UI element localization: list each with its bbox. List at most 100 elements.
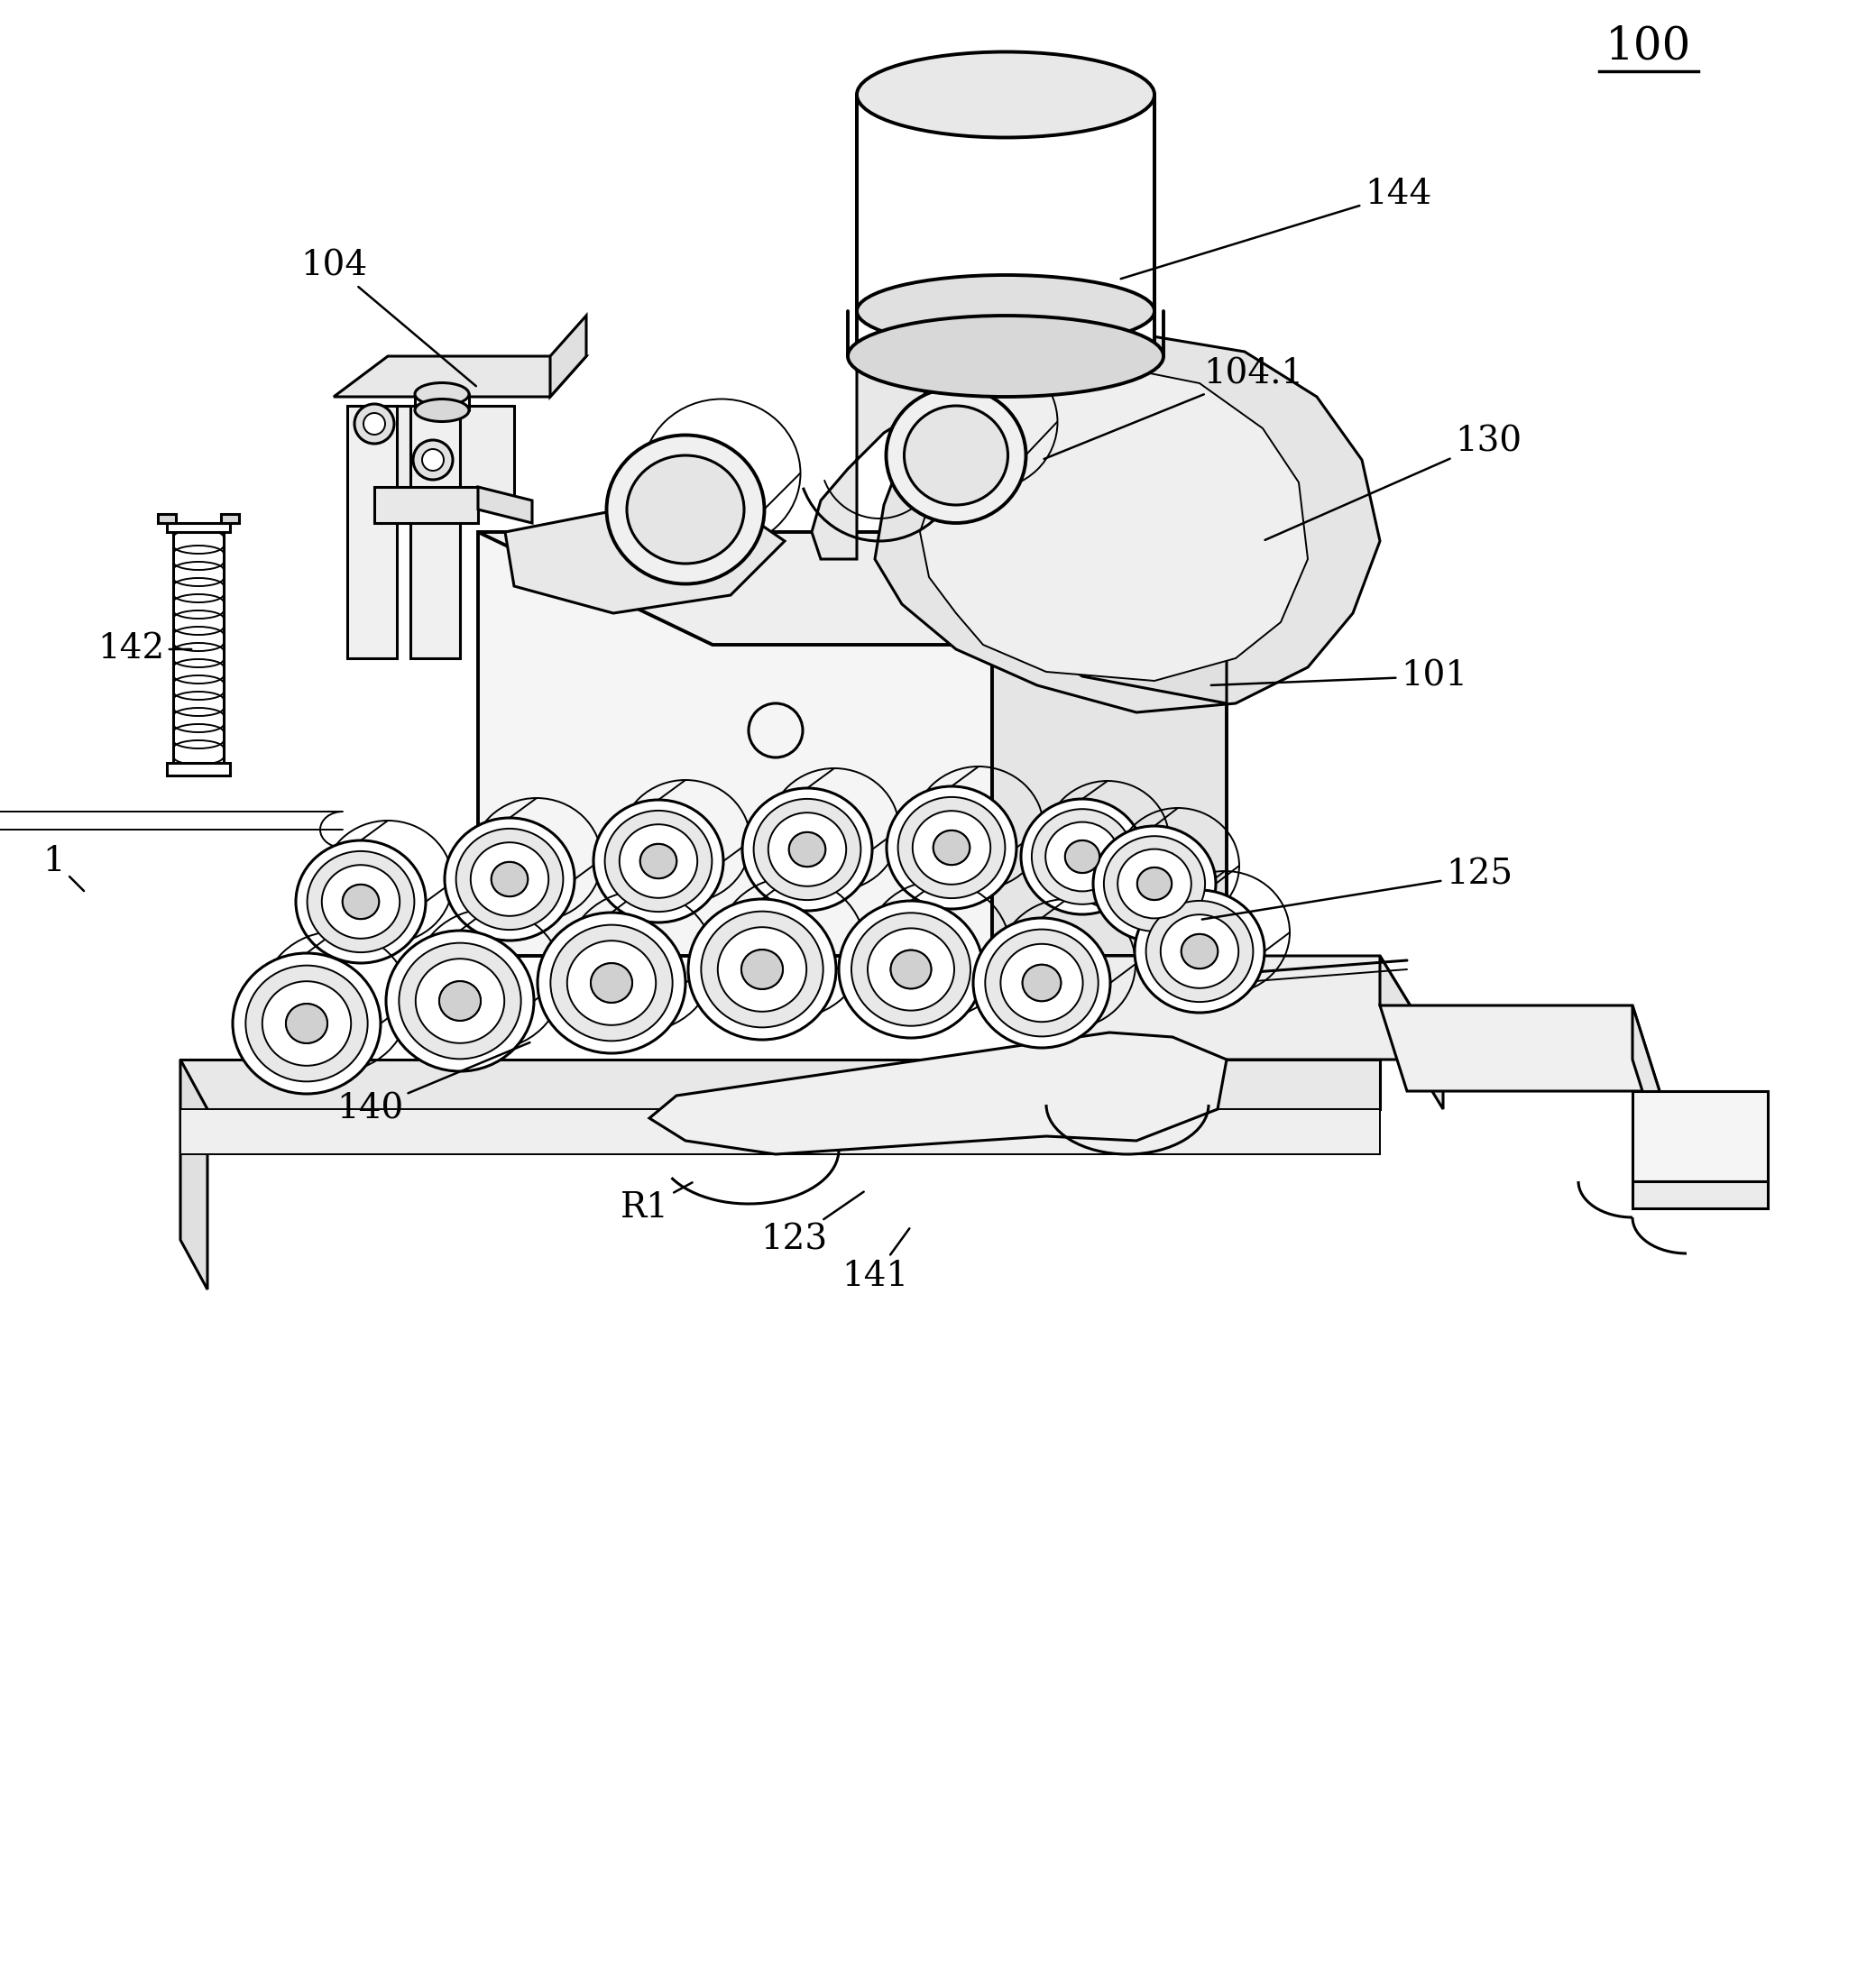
Circle shape: [422, 450, 445, 471]
Ellipse shape: [538, 913, 685, 1053]
Polygon shape: [919, 365, 1308, 682]
Text: 130: 130: [1264, 424, 1521, 540]
Ellipse shape: [857, 51, 1154, 137]
Polygon shape: [478, 532, 992, 956]
Ellipse shape: [492, 862, 527, 896]
Ellipse shape: [1032, 809, 1133, 903]
Ellipse shape: [606, 436, 764, 583]
Polygon shape: [167, 522, 231, 532]
Text: 142: 142: [98, 632, 191, 666]
Ellipse shape: [550, 925, 672, 1041]
Polygon shape: [992, 956, 1443, 1059]
Ellipse shape: [848, 316, 1163, 397]
Polygon shape: [812, 355, 957, 560]
Ellipse shape: [934, 831, 970, 864]
Ellipse shape: [593, 799, 724, 923]
Ellipse shape: [899, 797, 1006, 898]
Polygon shape: [334, 355, 585, 397]
Ellipse shape: [769, 813, 846, 886]
Ellipse shape: [1161, 915, 1238, 988]
Ellipse shape: [688, 900, 837, 1039]
Ellipse shape: [343, 884, 379, 919]
Text: R1: R1: [621, 1182, 692, 1226]
Ellipse shape: [1066, 841, 1099, 872]
Ellipse shape: [415, 399, 469, 422]
Ellipse shape: [891, 951, 930, 988]
Text: 104.1: 104.1: [1045, 357, 1304, 460]
Ellipse shape: [567, 941, 657, 1025]
Text: 1: 1: [43, 845, 84, 892]
Ellipse shape: [867, 929, 955, 1011]
Ellipse shape: [627, 456, 745, 564]
Polygon shape: [874, 334, 1381, 713]
Ellipse shape: [934, 831, 970, 864]
Text: 140: 140: [336, 1043, 529, 1125]
Polygon shape: [992, 532, 1227, 956]
Ellipse shape: [1146, 901, 1253, 1002]
Ellipse shape: [741, 951, 782, 990]
Ellipse shape: [246, 966, 368, 1082]
Ellipse shape: [1135, 890, 1264, 1013]
Ellipse shape: [263, 982, 351, 1066]
Ellipse shape: [790, 833, 825, 866]
Polygon shape: [180, 1059, 208, 1290]
Ellipse shape: [640, 845, 675, 878]
Ellipse shape: [887, 786, 1017, 909]
Ellipse shape: [1094, 827, 1216, 941]
Polygon shape: [992, 532, 1227, 703]
Polygon shape: [411, 407, 460, 658]
Ellipse shape: [1045, 823, 1120, 892]
Ellipse shape: [1000, 945, 1082, 1021]
Polygon shape: [221, 515, 238, 522]
Ellipse shape: [1137, 868, 1171, 900]
Polygon shape: [180, 1059, 1381, 1110]
Ellipse shape: [839, 901, 983, 1037]
Ellipse shape: [445, 817, 574, 941]
Polygon shape: [167, 762, 231, 776]
Ellipse shape: [754, 799, 861, 900]
Polygon shape: [1381, 956, 1443, 1110]
Circle shape: [413, 440, 452, 479]
Ellipse shape: [308, 850, 415, 953]
Ellipse shape: [891, 951, 930, 988]
Polygon shape: [1632, 1092, 1767, 1180]
Polygon shape: [347, 407, 398, 658]
Ellipse shape: [400, 943, 522, 1059]
Polygon shape: [649, 1033, 1227, 1155]
Ellipse shape: [287, 1004, 326, 1043]
Ellipse shape: [1182, 935, 1218, 968]
Ellipse shape: [702, 911, 824, 1027]
Text: 123: 123: [760, 1192, 863, 1257]
Ellipse shape: [640, 845, 677, 878]
Polygon shape: [550, 316, 585, 397]
Ellipse shape: [343, 886, 379, 919]
Ellipse shape: [741, 951, 782, 988]
Circle shape: [364, 412, 385, 434]
Circle shape: [355, 405, 394, 444]
Ellipse shape: [386, 931, 535, 1070]
Ellipse shape: [743, 788, 872, 911]
Polygon shape: [1632, 1006, 1660, 1145]
Ellipse shape: [439, 982, 480, 1019]
Polygon shape: [353, 407, 514, 505]
Ellipse shape: [233, 953, 381, 1094]
Ellipse shape: [415, 383, 469, 405]
Ellipse shape: [1182, 935, 1218, 968]
Ellipse shape: [719, 927, 807, 1011]
Polygon shape: [478, 487, 533, 522]
Ellipse shape: [492, 862, 527, 896]
Ellipse shape: [285, 1004, 328, 1043]
Ellipse shape: [591, 962, 632, 1002]
Ellipse shape: [1118, 848, 1191, 919]
Ellipse shape: [1137, 868, 1172, 900]
Ellipse shape: [323, 864, 400, 939]
Ellipse shape: [885, 387, 1026, 522]
Ellipse shape: [1021, 799, 1144, 915]
Text: 125: 125: [1203, 858, 1512, 919]
Ellipse shape: [852, 913, 970, 1025]
Polygon shape: [857, 94, 1154, 355]
Ellipse shape: [985, 929, 1097, 1037]
Ellipse shape: [1066, 841, 1099, 872]
Text: 141: 141: [842, 1228, 910, 1292]
Polygon shape: [478, 532, 1227, 644]
